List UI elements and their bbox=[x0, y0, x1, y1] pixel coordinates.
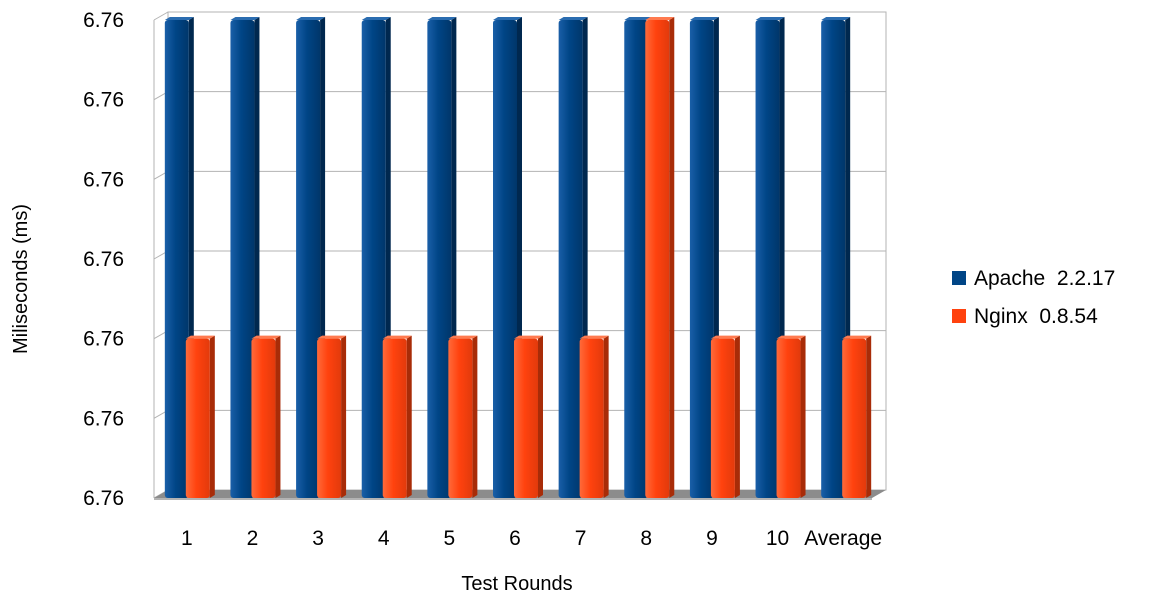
y-tick-label: 6.76 bbox=[83, 248, 124, 271]
x-tick-label: 7 bbox=[575, 527, 587, 550]
y-tick-label: 6.76 bbox=[83, 487, 124, 510]
x-axis-title: Test Rounds bbox=[461, 573, 572, 594]
y-axis-title: Miliseconds (ms) bbox=[10, 204, 32, 354]
nginx-bar bbox=[579, 335, 609, 498]
y-tick-labels: 6.76 6.76 6.76 6.76 6.76 6.76 6.76 bbox=[83, 9, 124, 510]
nginx-bar bbox=[842, 335, 872, 498]
nginx-bar bbox=[382, 335, 412, 498]
x-tick-label: 4 bbox=[378, 527, 390, 550]
x-tick-labels: 1 2 3 4 5 6 7 8 9 10 Average bbox=[181, 527, 882, 550]
x-tick-label: 1 bbox=[181, 527, 193, 550]
x-tick-label: 3 bbox=[312, 527, 324, 550]
x-tick-label: 9 bbox=[706, 527, 718, 550]
legend-item: Apache 2.2.17 bbox=[952, 267, 1115, 290]
y-tick-label: 6.76 bbox=[83, 407, 124, 430]
legend-item: Nginx 0.8.54 bbox=[952, 305, 1098, 328]
gridline-diagonal bbox=[153, 11, 169, 21]
x-tick-label: Average bbox=[804, 527, 882, 550]
nginx-bar bbox=[448, 335, 478, 498]
x-tick-label: 6 bbox=[509, 527, 521, 550]
legend: Apache 2.2.17 Nginx 0.8.54 bbox=[952, 267, 1115, 328]
x-tick-label: 10 bbox=[766, 527, 789, 550]
y-tick-label: 6.76 bbox=[83, 89, 124, 112]
nginx-bar bbox=[251, 335, 281, 498]
nginx-bar bbox=[185, 335, 215, 498]
floor-edge bbox=[154, 498, 872, 500]
legend-swatch bbox=[952, 309, 966, 323]
nginx-bar bbox=[317, 335, 347, 498]
nginx-bar bbox=[776, 335, 806, 498]
legend-label: Nginx 0.8.54 bbox=[974, 305, 1098, 328]
y-tick-label: 6.76 bbox=[83, 9, 124, 32]
y-tick-label: 6.76 bbox=[83, 168, 124, 191]
nginx-bar bbox=[645, 17, 675, 498]
legend-label: Apache 2.2.17 bbox=[974, 267, 1115, 290]
nginx-bar bbox=[710, 335, 740, 498]
x-tick-label: 5 bbox=[444, 527, 456, 550]
y-tick-label: 6.76 bbox=[83, 328, 124, 351]
nginx-bar bbox=[514, 335, 543, 498]
legend-swatch bbox=[952, 271, 966, 285]
bars-layer bbox=[164, 17, 872, 498]
x-tick-label: 8 bbox=[640, 527, 652, 550]
x-tick-label: 2 bbox=[247, 527, 259, 550]
